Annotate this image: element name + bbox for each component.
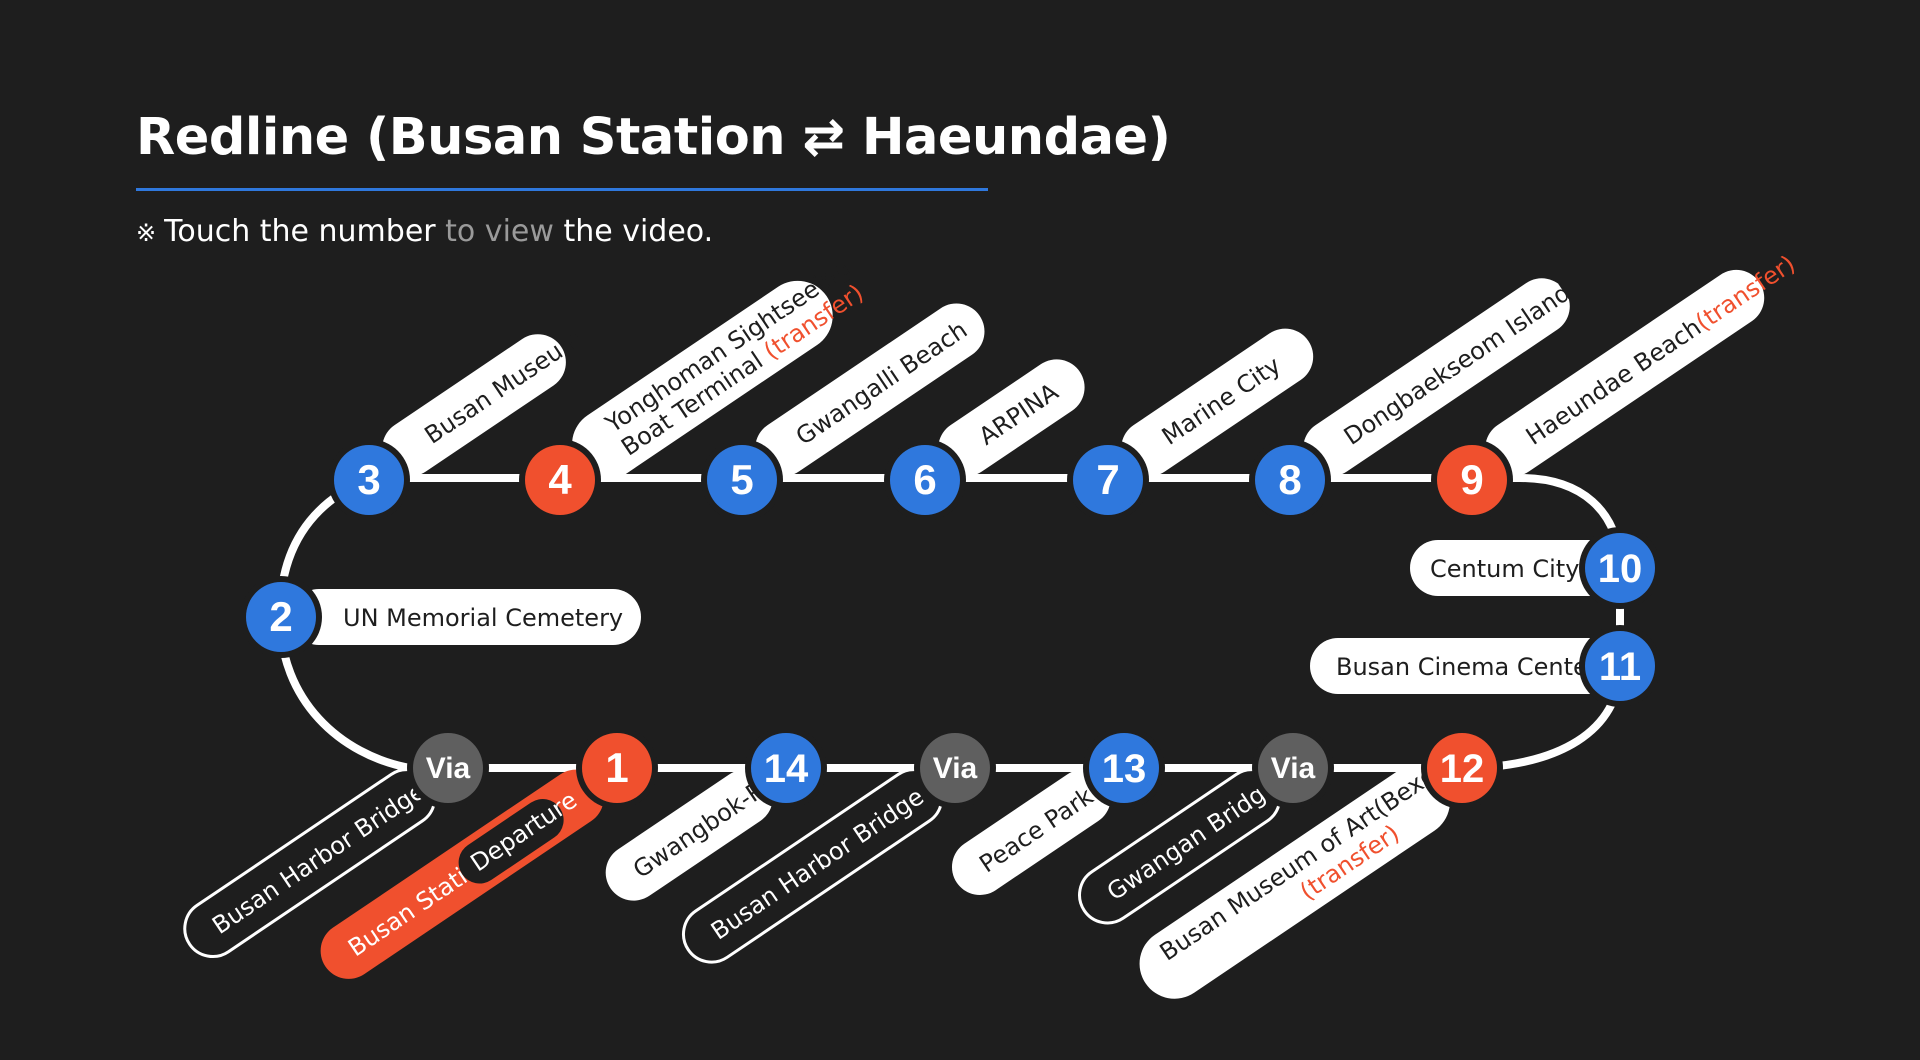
station-number: Via	[1271, 752, 1316, 785]
station-via-b-button[interactable]: Via	[914, 727, 996, 809]
station-10-button[interactable]: 10	[1579, 527, 1661, 609]
station-number: 11	[1599, 645, 1641, 689]
station-name: Busan Museum	[420, 324, 588, 450]
reference-mark-icon: ※	[136, 219, 157, 247]
station-number: 1	[605, 744, 628, 791]
station-label-10: Centum City	[1410, 540, 1620, 596]
station-number: Via	[933, 752, 978, 785]
station-number: 13	[1102, 747, 1147, 791]
note-part-3: the video.	[563, 214, 714, 249]
title-underline	[136, 188, 988, 191]
station-name: Centum City	[1430, 555, 1579, 583]
station-number: 2	[269, 593, 292, 640]
station-7-button[interactable]: 7	[1067, 439, 1149, 521]
station-14-button[interactable]: 14	[745, 727, 827, 809]
station-5-button[interactable]: 5	[701, 439, 783, 521]
station-1-button[interactable]: 1	[576, 727, 658, 809]
station-number: 12	[1440, 747, 1485, 791]
station-number: 14	[764, 747, 809, 791]
page-title: Redline (Busan Station ⇄ Haeundae)	[136, 108, 1171, 167]
station-number: Via	[426, 752, 471, 785]
station-name: UN Memorial Cemetery	[343, 604, 623, 632]
station-via-a-button[interactable]: Via	[407, 727, 489, 809]
station-label-11: Busan Cinema Center	[1310, 638, 1620, 694]
station-3-button[interactable]: 3	[328, 439, 410, 521]
note-part-2: to view	[445, 214, 554, 249]
station-number: 7	[1096, 456, 1119, 503]
title-prefix: Redline (Busan Station	[136, 108, 786, 167]
instruction-note: ※ Touch the number to view the video.	[136, 214, 713, 249]
station-12-button[interactable]: 12	[1421, 727, 1503, 809]
station-number: 10	[1598, 547, 1643, 591]
station-label-9: Haeundae Beach(transfer)	[1485, 250, 1800, 477]
station-number: 5	[730, 456, 753, 503]
station-11-button[interactable]: 11	[1579, 625, 1661, 707]
station-via-c-button[interactable]: Via	[1252, 727, 1334, 809]
station-8-button[interactable]: 8	[1249, 439, 1331, 521]
station-13-button[interactable]: 13	[1083, 727, 1165, 809]
station-name: Haeundae Beach(transfer)	[1521, 250, 1800, 451]
station-number: 4	[548, 456, 572, 503]
note-part-1: Touch the number	[164, 214, 436, 249]
station-6-button[interactable]: 6	[884, 439, 966, 521]
station-name: Busan Cinema Center	[1336, 653, 1598, 681]
departure-badge	[458, 799, 564, 884]
station-number: 6	[913, 456, 936, 503]
station-number: 9	[1460, 456, 1483, 503]
station-number: 3	[357, 456, 380, 503]
swap-arrow-icon: ⇄	[802, 108, 845, 167]
title-suffix: Haeundae)	[861, 108, 1171, 167]
station-label-2: UN Memorial Cemetery	[291, 589, 641, 645]
station-9-button[interactable]: 9	[1431, 439, 1513, 521]
station-number: 8	[1278, 456, 1301, 503]
station-2-button[interactable]: 2	[240, 576, 322, 658]
station-4-button[interactable]: 4	[519, 439, 601, 521]
